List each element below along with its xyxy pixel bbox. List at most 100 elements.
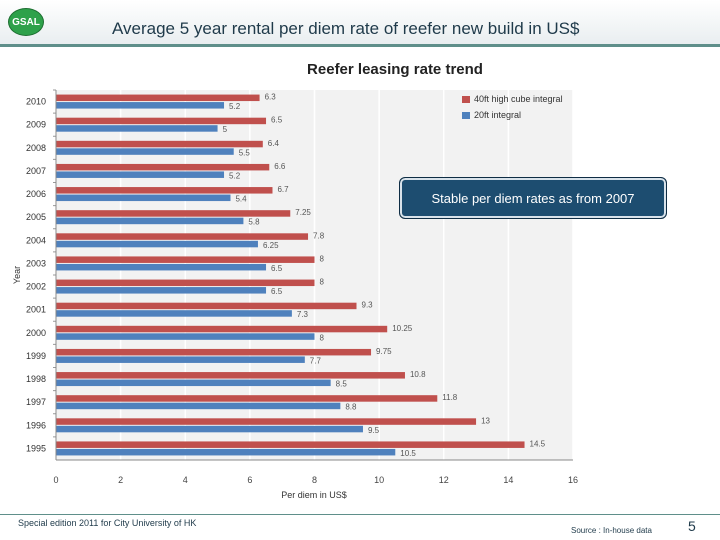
bar-40ft-high-cube: [56, 441, 525, 448]
data-label-40ft: 6.4: [268, 139, 280, 148]
x-tick-label: 14: [503, 475, 513, 485]
page-title: Average 5 year rental per diem rate of r…: [112, 19, 579, 39]
x-tick-label: 0: [53, 475, 58, 485]
data-label-20ft: 5.2: [229, 102, 241, 111]
bar-40ft-high-cube: [56, 280, 315, 287]
bar-20ft-integral: [56, 102, 224, 109]
legend-swatch: [462, 96, 470, 103]
data-label-20ft: 6.5: [271, 287, 283, 296]
x-tick-label: 16: [568, 475, 578, 485]
bar-20ft-integral: [56, 287, 266, 294]
bar-20ft-integral: [56, 264, 266, 271]
y-tick-label: 2000: [26, 328, 46, 338]
data-label-20ft: 8: [320, 333, 325, 342]
x-axis-label: Per diem in US$: [281, 490, 347, 500]
y-tick-label: 1996: [26, 420, 46, 430]
x-tick-label: 6: [247, 475, 252, 485]
data-label-20ft: 7.3: [297, 310, 309, 319]
x-tick-label: 10: [374, 475, 384, 485]
bar-20ft-integral: [56, 171, 224, 178]
y-tick-label: 1998: [26, 374, 46, 384]
y-tick-label: 2002: [26, 282, 46, 292]
bar-20ft-integral: [56, 148, 234, 155]
data-label-20ft: 5.4: [235, 195, 247, 204]
bar-20ft-integral: [56, 218, 243, 225]
data-label-20ft: 10.5: [400, 449, 416, 458]
data-label-20ft: 5: [223, 125, 228, 134]
bar-40ft-high-cube: [56, 303, 357, 310]
data-label-20ft: 6.25: [263, 241, 279, 250]
bar-40ft-high-cube: [56, 210, 290, 217]
page-number: 5: [688, 518, 696, 534]
data-label-40ft: 6.7: [277, 185, 289, 194]
chart-title: Reefer leasing rate trend: [307, 61, 483, 78]
data-label-40ft: 6.3: [265, 93, 277, 102]
data-label-40ft: 6.5: [271, 116, 283, 125]
data-label-40ft: 7.25: [295, 208, 311, 217]
bar-40ft-high-cube: [56, 256, 315, 263]
bar-chart: 0 2 4 6 8 10 12 14 16 Reefer leasing rate trend Pe…: [0, 50, 580, 512]
footer-edition: Special edition 2011 for City University…: [18, 518, 196, 528]
x-tick-label: 8: [312, 475, 317, 485]
callout-box: Stable per diem rates as from 2007: [399, 177, 667, 219]
x-tick-label: 4: [183, 475, 188, 485]
bar-40ft-high-cube: [56, 164, 269, 171]
bar-20ft-integral: [56, 195, 230, 202]
data-label-20ft: 8.8: [345, 403, 357, 412]
bar-40ft-high-cube: [56, 349, 371, 356]
data-label-40ft: 13: [481, 416, 490, 425]
company-logo: GSAL: [8, 8, 44, 36]
data-label-40ft: 14.5: [530, 439, 546, 448]
y-tick-label: 2010: [26, 97, 46, 107]
data-label-20ft: 5.5: [239, 148, 251, 157]
legend-label: 40ft high cube integral: [474, 94, 563, 104]
bar-20ft-integral: [56, 310, 292, 317]
y-tick-label: 1995: [26, 443, 46, 453]
bar-40ft-high-cube: [56, 118, 266, 125]
data-label-40ft: 10.8: [410, 370, 426, 379]
bar-40ft-high-cube: [56, 418, 476, 425]
data-label-20ft: 7.7: [310, 356, 322, 365]
slide-header: GSAL Average 5 year rental per diem rate…: [0, 0, 720, 47]
y-tick-label: 1997: [26, 397, 46, 407]
legend-swatch: [462, 112, 470, 119]
data-label-20ft: 9.5: [368, 426, 380, 435]
y-tick-label: 1999: [26, 351, 46, 361]
y-tick-label: 2003: [26, 258, 46, 268]
y-tick-label: 2006: [26, 189, 46, 199]
y-tick-label: 2004: [26, 235, 46, 245]
data-label-20ft: 5.8: [248, 218, 260, 227]
bar-40ft-high-cube: [56, 326, 387, 333]
bar-20ft-integral: [56, 380, 331, 387]
bar-40ft-high-cube: [56, 187, 272, 194]
bar-40ft-high-cube: [56, 95, 260, 102]
bar-20ft-integral: [56, 449, 395, 456]
y-tick-label: 2009: [26, 120, 46, 130]
data-label-40ft: 7.8: [313, 231, 325, 240]
data-label-40ft: 9.3: [362, 301, 374, 310]
bar-20ft-integral: [56, 241, 258, 248]
bar-40ft-high-cube: [56, 395, 437, 402]
bar-20ft-integral: [56, 426, 363, 433]
data-label-20ft: 6.5: [271, 264, 283, 273]
chart-container: 0 2 4 6 8 10 12 14 16 Reefer leasing rate trend Pe…: [0, 50, 580, 512]
legend-label: 20ft integral: [474, 110, 521, 120]
x-tick-label: 12: [439, 475, 449, 485]
data-label-40ft: 10.25: [392, 324, 413, 333]
bar-40ft-high-cube: [56, 233, 308, 240]
bar-20ft-integral: [56, 125, 218, 132]
y-axis-label: Year: [12, 266, 22, 284]
data-label-40ft: 8: [320, 254, 325, 263]
bar-40ft-high-cube: [56, 372, 405, 379]
data-label-20ft: 5.2: [229, 171, 241, 180]
y-tick-label: 2005: [26, 212, 46, 222]
x-tick-label: 2: [118, 475, 123, 485]
bar-20ft-integral: [56, 356, 305, 363]
bar-20ft-integral: [56, 403, 340, 410]
data-label-40ft: 8: [320, 278, 325, 287]
data-label-40ft: 6.6: [274, 162, 286, 171]
data-label-40ft: 11.8: [442, 393, 458, 402]
bar-20ft-integral: [56, 333, 315, 340]
footer-divider: [0, 514, 720, 515]
footer-source: Source : In-house data: [571, 526, 652, 535]
